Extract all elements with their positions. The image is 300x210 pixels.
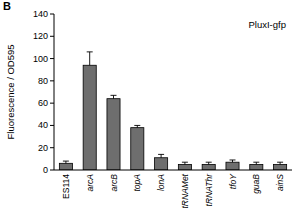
x-tick-label: lonA <box>156 174 166 191</box>
y-tick <box>50 147 54 148</box>
panel-label: B <box>3 0 11 12</box>
error-cap <box>63 161 69 162</box>
x-tick-label: tRNAThr <box>204 173 214 207</box>
bar <box>202 164 215 170</box>
y-tick-label: 0 <box>43 165 48 175</box>
bar <box>274 164 287 170</box>
error-cap <box>253 162 259 163</box>
error-bar <box>87 52 93 65</box>
x-tick-label: topA <box>132 174 142 192</box>
error-bar <box>111 95 117 98</box>
y-tick <box>50 80 54 81</box>
error-stem <box>161 154 162 157</box>
error-cap <box>182 162 188 163</box>
error-cap <box>134 125 140 126</box>
y-tick <box>50 36 54 37</box>
error-stem <box>89 52 90 65</box>
y-axis-label: Fluorescence / OD595 <box>5 44 16 139</box>
x-tick-label: arcB <box>109 174 119 192</box>
y-tick <box>50 14 54 15</box>
annotation: PluxI-gfp <box>249 19 287 30</box>
x-axis <box>54 170 292 171</box>
y-tick <box>50 170 54 171</box>
y-tick <box>50 58 54 59</box>
y-tick-label: 100 <box>33 54 48 64</box>
error-bar <box>134 125 140 127</box>
error-bar <box>206 162 212 164</box>
bar <box>250 164 263 170</box>
error-cap <box>206 162 212 163</box>
y-tick-label: 20 <box>38 143 48 153</box>
x-tick-label: tRNAMet <box>180 173 190 208</box>
y-tick-label: 60 <box>38 98 48 108</box>
chart-svg: B Fluorescence / OD595 PluxI-gfp 0 20 40 60 80 1… <box>0 0 300 210</box>
x-tick-label: ainS <box>275 174 285 191</box>
error-bar <box>182 162 188 164</box>
bar <box>131 128 144 170</box>
bar <box>83 65 96 170</box>
error-cap <box>87 51 93 52</box>
error-cap <box>230 159 236 160</box>
error-cap <box>111 95 117 96</box>
y-tick-label: 80 <box>38 76 48 86</box>
error-bar <box>253 162 259 164</box>
error-bar <box>158 154 164 157</box>
x-tick-label: arcA <box>85 174 95 192</box>
error-bar <box>63 161 69 163</box>
bar <box>107 99 120 170</box>
error-cap <box>277 162 283 163</box>
chart-container: B Fluorescence / OD595 PluxI-gfp 0 20 40 60 80 1… <box>0 0 300 210</box>
y-tick-label: 140 <box>33 9 48 19</box>
y-tick-label: 120 <box>33 31 48 41</box>
error-bar <box>277 162 283 164</box>
y-tick-label: 40 <box>38 120 48 130</box>
y-tick <box>50 125 54 126</box>
error-cap <box>158 154 164 155</box>
bar <box>226 162 239 170</box>
bar <box>59 163 72 170</box>
x-tick-label: ES114 <box>61 174 71 199</box>
bar <box>155 158 168 170</box>
x-tick-label: guaB <box>251 174 261 194</box>
error-bar <box>230 160 236 162</box>
error-stem <box>113 95 114 98</box>
y-axis <box>54 14 55 170</box>
x-tick-label: tfoY <box>228 173 238 189</box>
y-tick <box>50 103 54 104</box>
bars <box>59 52 286 170</box>
bar <box>178 164 191 170</box>
